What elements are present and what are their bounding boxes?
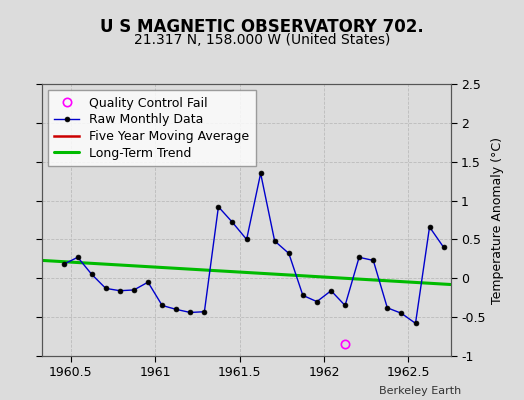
Raw Monthly Data — [257, 171, 264, 176]
Raw Monthly Data — [427, 224, 433, 229]
Raw Monthly Data — [187, 310, 193, 315]
Raw Monthly Data — [286, 251, 292, 256]
Raw Monthly Data — [356, 255, 362, 260]
Raw Monthly Data — [60, 262, 67, 267]
Raw Monthly Data — [131, 288, 137, 292]
Raw Monthly Data — [159, 303, 165, 308]
Raw Monthly Data — [314, 299, 320, 304]
Raw Monthly Data — [103, 286, 109, 291]
Raw Monthly Data — [328, 288, 334, 293]
Raw Monthly Data — [230, 220, 236, 225]
Raw Monthly Data — [145, 280, 151, 284]
Text: 21.317 N, 158.000 W (United States): 21.317 N, 158.000 W (United States) — [134, 33, 390, 47]
Raw Monthly Data — [384, 306, 390, 310]
Raw Monthly Data — [244, 237, 250, 242]
Raw Monthly Data — [300, 293, 306, 298]
Raw Monthly Data — [412, 321, 419, 326]
Text: U S MAGNETIC OBSERVATORY 702.: U S MAGNETIC OBSERVATORY 702. — [100, 18, 424, 36]
Raw Monthly Data — [201, 309, 208, 314]
Raw Monthly Data — [440, 245, 446, 250]
Raw Monthly Data — [370, 258, 376, 263]
Raw Monthly Data — [271, 238, 278, 243]
Raw Monthly Data — [173, 307, 179, 312]
Y-axis label: Temperature Anomaly (°C): Temperature Anomaly (°C) — [491, 136, 504, 304]
Raw Monthly Data — [74, 255, 81, 260]
Text: Berkeley Earth: Berkeley Earth — [379, 386, 461, 396]
Raw Monthly Data — [215, 204, 222, 209]
Raw Monthly Data — [89, 272, 95, 277]
Raw Monthly Data — [117, 288, 123, 293]
Raw Monthly Data — [398, 311, 405, 316]
Legend: Quality Control Fail, Raw Monthly Data, Five Year Moving Average, Long-Term Tren: Quality Control Fail, Raw Monthly Data, … — [48, 90, 256, 166]
Line: Raw Monthly Data: Raw Monthly Data — [61, 171, 446, 326]
Raw Monthly Data — [342, 303, 348, 308]
